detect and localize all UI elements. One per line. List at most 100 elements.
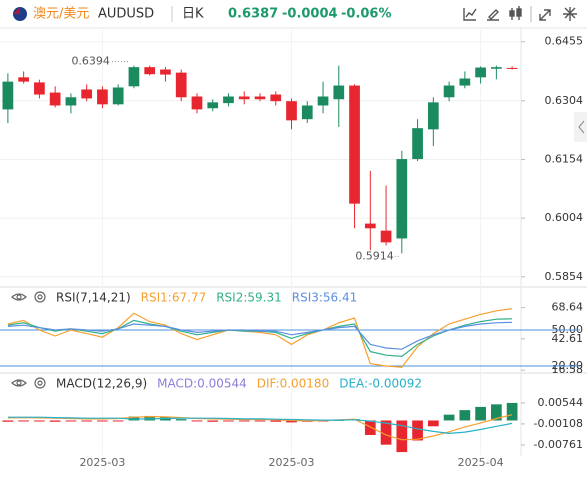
- candle-body: [286, 101, 297, 121]
- candle-body: [412, 128, 423, 160]
- candle-body: [254, 96, 266, 100]
- macd-bar: [380, 420, 392, 445]
- legend-entry: DIF:0.00180: [257, 377, 329, 391]
- candle-body: [160, 69, 171, 75]
- y-tick-label: 0.6455: [545, 35, 584, 48]
- y-tick-label: 68.64: [552, 301, 584, 314]
- macd-bar: [112, 420, 124, 422]
- period[interactable]: 日K: [182, 7, 204, 22]
- candle-body: [128, 67, 140, 87]
- legend-entry: RSI2:59.31: [216, 291, 282, 305]
- eye-icon[interactable]: [11, 379, 27, 387]
- y-tick-label: 42.61: [552, 332, 584, 345]
- candle-body: [333, 85, 345, 100]
- symbol: AUDUSD: [98, 7, 154, 22]
- low-label: 0.5914: [355, 249, 394, 262]
- macd-bar: [2, 420, 14, 422]
- macd-bar: [34, 420, 45, 422]
- indicator-line: [7, 308, 513, 368]
- collapse-tab[interactable]: [574, 112, 587, 142]
- candle-body: [427, 102, 439, 130]
- gear-icon[interactable]: [34, 291, 46, 303]
- indicator-title: MACD(12,26,9): [56, 377, 147, 391]
- macd-bar: [223, 420, 234, 422]
- legend-entry: RSI1:67.77: [141, 291, 207, 305]
- macd-bar: [254, 420, 266, 422]
- macd-bar: [396, 420, 408, 453]
- indicator-line: [7, 416, 513, 435]
- header: 澳元/美元 AUDUSD 日K 0.6387 -0.0004 -0.06%: [13, 6, 577, 22]
- macd-bar: [459, 410, 471, 421]
- candle-body: [223, 96, 234, 104]
- candle-body: [175, 72, 187, 98]
- candle-body: [380, 230, 392, 243]
- pair-name: 澳元/美元: [33, 6, 89, 22]
- candle-body: [491, 67, 502, 69]
- candle-body: [317, 96, 329, 106]
- candle-body: [207, 102, 219, 109]
- candle-body: [443, 85, 455, 98]
- gear-icon[interactable]: [34, 377, 46, 389]
- macd-bar: [412, 420, 423, 441]
- macd-bar: [270, 420, 282, 422]
- draw-button[interactable]: [487, 9, 499, 21]
- high-label: 0.6394: [71, 55, 110, 68]
- indicator-button[interactable]: [463, 8, 477, 21]
- macd-bar: [207, 420, 219, 422]
- candle-body: [81, 89, 93, 99]
- macd-bar: [427, 420, 439, 427]
- candle-body: [475, 67, 486, 78]
- eye-icon[interactable]: [11, 293, 27, 301]
- legend-entry: RSI3:56.41: [292, 291, 358, 305]
- macd-bar: [443, 414, 455, 421]
- x-tick-label: 2025-03: [79, 456, 125, 469]
- candle-body: [191, 96, 203, 110]
- candle-body: [459, 78, 471, 86]
- macd-bar: [65, 420, 77, 422]
- macd-bar: [175, 419, 187, 421]
- candle-body: [144, 67, 156, 75]
- candle-body: [270, 94, 282, 102]
- x-tick-label: 2025-03: [269, 456, 315, 469]
- candle-body: [238, 96, 250, 100]
- candle-body: [97, 89, 108, 105]
- candle-body: [18, 77, 29, 82]
- change-pct: -0.06%: [341, 7, 392, 22]
- y-tick-label: 0.6304: [545, 94, 584, 107]
- y-tick-label: -0.00108: [534, 417, 583, 430]
- candle-body: [49, 92, 61, 106]
- macd-bar: [238, 420, 250, 422]
- change: -0.0004: [282, 7, 338, 22]
- macd-bar: [506, 402, 518, 421]
- candle-style-button[interactable]: [509, 6, 522, 20]
- y-tick-label: 0.6004: [545, 211, 584, 224]
- x-tick-label: 2025-04: [458, 456, 504, 469]
- candle-body: [34, 82, 45, 95]
- price: 0.6387: [228, 7, 278, 22]
- y-tick-label: 0.5854: [545, 270, 584, 283]
- legend-entry: DEA:-0.00092: [339, 377, 422, 391]
- candle-body: [112, 87, 124, 105]
- candle-body: [2, 81, 14, 110]
- fullscreen-button[interactable]: [539, 9, 551, 21]
- indicator-title: RSI(7,14,21): [56, 291, 131, 305]
- candle-body: [396, 159, 408, 239]
- candle-body: [364, 223, 376, 229]
- macd-bar: [49, 420, 61, 422]
- settings-button[interactable]: [563, 7, 577, 21]
- macd-bar: [286, 420, 297, 423]
- macd-bar: [97, 420, 108, 422]
- macd-bar: [191, 420, 203, 422]
- candle-body: [65, 97, 77, 106]
- candle-body: [349, 85, 360, 204]
- macd-bar: [81, 420, 93, 422]
- y-tick-label: 0.00544: [538, 396, 584, 409]
- y-tick-label: 0.6154: [545, 152, 584, 165]
- candle-body: [301, 105, 313, 120]
- macd-bar: [491, 404, 502, 421]
- candle-body: [506, 67, 518, 69]
- y-tick-label: 16.58: [552, 363, 584, 376]
- indicator-line: [7, 321, 513, 350]
